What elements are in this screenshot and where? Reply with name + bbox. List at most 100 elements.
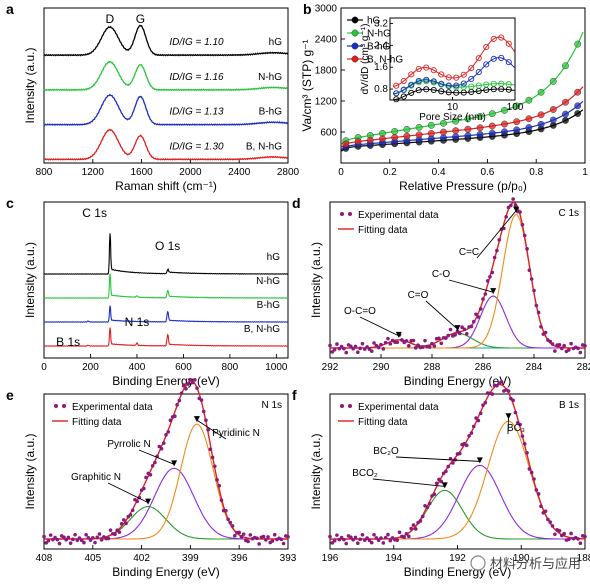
inset-point (438, 80, 445, 87)
x-tick-label: 292 (322, 362, 339, 373)
experimental-point (264, 538, 268, 542)
experimental-point (441, 471, 446, 476)
experimental-point (379, 342, 383, 347)
survey-series-hG (43, 233, 289, 275)
x-tick-label: 400 (129, 362, 146, 373)
experimental-point (546, 338, 550, 342)
experimental-point (437, 477, 441, 482)
experimental-point (460, 325, 464, 330)
experimental-point (179, 391, 184, 396)
inset-point (490, 55, 497, 62)
y-axis-label: Va/cm³ (STP) g⁻¹ (300, 39, 314, 131)
panel-a-raman: a 800 1200 1600 2000 2400 2800 Raman shift (cm⁻… (6, 1, 300, 193)
experimental-point (448, 327, 453, 332)
panel-label: b (303, 1, 312, 17)
experimental-point (166, 430, 171, 434)
experimental-point (358, 537, 362, 542)
experimental-point (168, 418, 173, 423)
inset-point (505, 81, 512, 88)
experimental-point (226, 517, 230, 522)
legend-label: hG (367, 16, 381, 27)
experimental-point (430, 494, 434, 498)
experimental-point (379, 536, 383, 540)
experimental-point (529, 277, 534, 281)
panel-f-b1s: f 196 194 192 190 188 Binding Energy (eV) Inten… (292, 380, 590, 579)
experimental-point (400, 534, 404, 539)
peak-label: C 1s (82, 206, 107, 220)
inset-point (475, 55, 482, 62)
experimental-point (332, 347, 337, 352)
inset-point (423, 86, 430, 93)
inset-point (483, 81, 490, 88)
experimental-point (86, 535, 91, 540)
x-tick-label: 396 (231, 553, 248, 564)
x-tick-label: 0.4 (432, 167, 446, 178)
isotherm-point (476, 131, 484, 138)
x-tick-label: 1200 (82, 167, 105, 178)
x-axis-label: Binding Energy (eV) (112, 374, 219, 388)
experimental-point (536, 310, 541, 315)
experimental-point (571, 536, 576, 541)
y-axis-label: Intensity (a.u.) (309, 433, 323, 509)
experimental-point (79, 538, 84, 543)
experimental-point (439, 341, 444, 346)
experimental-point (353, 535, 358, 540)
panel-label: e (6, 387, 14, 403)
x-axis-label: Binding Energy (eV) (404, 374, 511, 388)
isotherm-point (574, 88, 582, 96)
inset-point (408, 71, 415, 78)
experimental-point (485, 279, 490, 283)
panel-label: c (6, 195, 14, 211)
experimental-point (467, 325, 471, 329)
experimental-point (241, 532, 246, 536)
experimental-point (478, 307, 483, 311)
experimental-point (139, 488, 144, 493)
isotherm-point (427, 130, 435, 137)
isotherm-point (537, 111, 545, 119)
series-name: B-hG (257, 300, 281, 311)
experimental-point (492, 255, 497, 260)
experimental-point (388, 538, 393, 543)
x-tick-label: 200 (82, 362, 99, 373)
experimental-point (397, 530, 402, 535)
inset-x-tick-label: 100 (507, 102, 524, 113)
experimental-point (492, 383, 497, 388)
experimental-point (527, 268, 532, 273)
experimental-point (126, 514, 131, 519)
experimental-point (346, 534, 351, 538)
x-tick-label: 190 (513, 553, 530, 564)
experimental-point (495, 248, 499, 253)
experimental-point (342, 537, 346, 542)
experimental-point (332, 538, 337, 543)
experimental-point (186, 382, 190, 386)
isotherm-point (391, 128, 399, 135)
experimental-point (44, 541, 49, 545)
component-arrow (395, 456, 480, 462)
isotherm-point (366, 136, 374, 144)
experimental-point (372, 533, 376, 537)
experimental-point (458, 331, 462, 336)
isotherm-point (562, 98, 569, 106)
legend-label: Experimental data (358, 210, 439, 221)
inset-y-tick-label: 0.8 (374, 84, 388, 95)
experimental-point (328, 534, 332, 539)
experimental-point (130, 508, 135, 513)
experimental-point (541, 510, 546, 515)
legend-marker (54, 404, 58, 408)
experimental-point (400, 338, 404, 342)
peak-label: N 1s (125, 315, 150, 329)
raman-series-B-hG (43, 93, 289, 127)
experimental-point (446, 333, 451, 338)
experimental-point (367, 538, 372, 543)
experimental-point (201, 409, 206, 414)
series-name: B-hG (259, 107, 283, 118)
component-label: BC₃ (507, 423, 525, 434)
x-tick-label: 1600 (130, 167, 153, 178)
y-tick-label: 1200 (315, 97, 338, 108)
experimental-point (525, 247, 529, 251)
isotherm-point (525, 96, 533, 104)
experimental-point (467, 434, 471, 438)
experimental-point (509, 396, 513, 401)
x-tick-label: 0.2 (383, 167, 397, 178)
x-axis-label: Raman shift (cm⁻¹) (115, 179, 217, 193)
